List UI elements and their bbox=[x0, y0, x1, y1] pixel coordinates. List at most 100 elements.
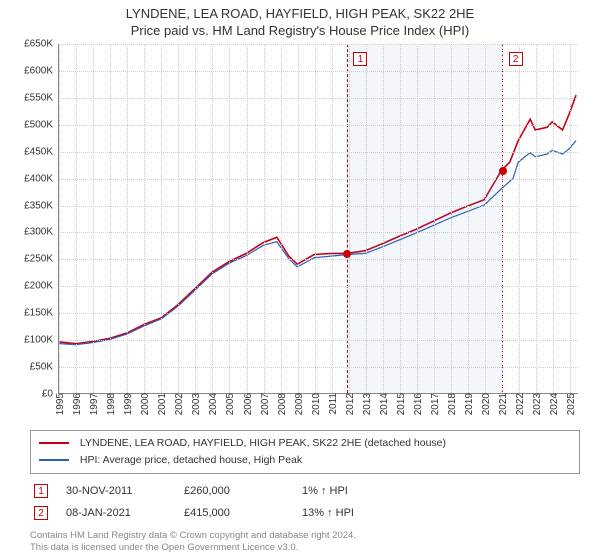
grid-line-v bbox=[570, 44, 571, 393]
x-tick-label: 1997 bbox=[89, 393, 100, 415]
sale-delta-2: 13% ↑ HPI bbox=[302, 507, 402, 519]
legend-swatch-subject bbox=[39, 442, 69, 444]
x-tick-label: 1996 bbox=[72, 393, 83, 415]
y-tick-label: £400K bbox=[24, 173, 53, 184]
y-tick-label: £0 bbox=[42, 389, 53, 400]
grid-line-v bbox=[519, 44, 520, 393]
grid-line-v bbox=[349, 44, 350, 393]
sale-price-1: £260,000 bbox=[184, 485, 284, 497]
x-tick-label: 2001 bbox=[157, 393, 168, 415]
x-tick-label: 2014 bbox=[379, 393, 390, 415]
grid-line-h bbox=[59, 286, 578, 287]
grid-line-v bbox=[178, 44, 179, 393]
x-tick-label: 2006 bbox=[243, 393, 254, 415]
y-tick-label: £650K bbox=[24, 39, 53, 50]
grid-line-v bbox=[93, 44, 94, 393]
x-tick-label: 2005 bbox=[225, 393, 236, 415]
grid-line-h bbox=[59, 367, 578, 368]
x-tick-label: 2015 bbox=[396, 393, 407, 415]
chart-container: LYNDENE, LEA ROAD, HAYFIELD, HIGH PEAK, … bbox=[0, 0, 600, 560]
y-tick-label: £450K bbox=[24, 146, 53, 157]
sale-price-2: £415,000 bbox=[184, 507, 284, 519]
legend-label-subject: LYNDENE, LEA ROAD, HAYFIELD, HIGH PEAK, … bbox=[80, 437, 446, 449]
legend-swatch-hpi bbox=[39, 459, 69, 461]
x-tick-label: 2011 bbox=[328, 393, 339, 415]
legend-series-box: LYNDENE, LEA ROAD, HAYFIELD, HIGH PEAK, … bbox=[30, 430, 580, 474]
x-tick-label: 2003 bbox=[191, 393, 202, 415]
title-sub: Price paid vs. HM Land Registry's House … bbox=[0, 23, 600, 40]
sale-row-1: 1 30-NOV-2011 £260,000 1% ↑ HPI bbox=[30, 480, 580, 502]
x-tick-label: 2017 bbox=[430, 393, 441, 415]
grid-line-v bbox=[536, 44, 537, 393]
grid-line-h bbox=[59, 179, 578, 180]
sale-date-1: 30-NOV-2011 bbox=[66, 485, 166, 497]
x-tick-label: 2000 bbox=[140, 393, 151, 415]
grid-line-v bbox=[315, 44, 316, 393]
y-tick-label: £250K bbox=[24, 254, 53, 265]
x-tick-label: 2004 bbox=[208, 393, 219, 415]
credits-line-2: This data is licensed under the Open Gov… bbox=[30, 542, 580, 554]
grid-line-h bbox=[59, 125, 578, 126]
y-tick-label: £100K bbox=[24, 335, 53, 346]
grid-line-v bbox=[417, 44, 418, 393]
legend-and-footer: LYNDENE, LEA ROAD, HAYFIELD, HIGH PEAK, … bbox=[30, 430, 580, 554]
grid-line-v bbox=[502, 44, 503, 393]
x-tick-label: 2022 bbox=[515, 393, 526, 415]
grid-line-h bbox=[59, 152, 578, 153]
x-tick-label: 2016 bbox=[413, 393, 424, 415]
y-tick-label: £500K bbox=[24, 119, 53, 130]
sale-row-2: 2 08-JAN-2021 £415,000 13% ↑ HPI bbox=[30, 502, 580, 524]
marker-box-1: 1 bbox=[353, 52, 367, 66]
sale-date-2: 08-JAN-2021 bbox=[66, 507, 166, 519]
grid-line-v bbox=[400, 44, 401, 393]
legend-row-subject: LYNDENE, LEA ROAD, HAYFIELD, HIGH PEAK, … bbox=[39, 435, 571, 452]
grid-line-h bbox=[59, 259, 578, 260]
sale-marker-2: 2 bbox=[34, 506, 48, 520]
y-tick-label: £50K bbox=[30, 362, 53, 373]
grid-line-h bbox=[59, 206, 578, 207]
x-tick-label: 2024 bbox=[549, 393, 560, 415]
y-tick-label: £600K bbox=[24, 65, 53, 76]
grid-line-v bbox=[383, 44, 384, 393]
grid-line-h bbox=[59, 98, 578, 99]
y-tick-label: £350K bbox=[24, 200, 53, 211]
title-main: LYNDENE, LEA ROAD, HAYFIELD, HIGH PEAK, … bbox=[0, 6, 600, 23]
y-tick-label: £200K bbox=[24, 281, 53, 292]
grid-line-h bbox=[59, 232, 578, 233]
y-tick-label: £150K bbox=[24, 308, 53, 319]
grid-line-h bbox=[59, 71, 578, 72]
grid-line-h bbox=[59, 313, 578, 314]
x-tick-label: 1995 bbox=[55, 393, 66, 415]
x-tick-label: 2012 bbox=[345, 393, 356, 415]
grid-line-v bbox=[195, 44, 196, 393]
grid-line-v bbox=[127, 44, 128, 393]
x-tick-label: 2009 bbox=[294, 393, 305, 415]
sale-marker-1: 1 bbox=[34, 484, 48, 498]
sale-dot-1 bbox=[343, 250, 351, 258]
grid-line-v bbox=[161, 44, 162, 393]
sale-dot-2 bbox=[499, 167, 507, 175]
credits-line-1: Contains HM Land Registry data © Crown c… bbox=[30, 530, 580, 542]
x-tick-label: 2002 bbox=[174, 393, 185, 415]
legend-label-hpi: HPI: Average price, detached house, High… bbox=[80, 454, 302, 466]
grid-line-v bbox=[76, 44, 77, 393]
grid-line-h bbox=[59, 340, 578, 341]
grid-line-v bbox=[332, 44, 333, 393]
legend-row-hpi: HPI: Average price, detached house, High… bbox=[39, 452, 571, 469]
grid-line-v bbox=[229, 44, 230, 393]
marker-box-2: 2 bbox=[509, 52, 523, 66]
title-block: LYNDENE, LEA ROAD, HAYFIELD, HIGH PEAK, … bbox=[0, 0, 600, 40]
grid-line-v bbox=[468, 44, 469, 393]
x-tick-label: 2025 bbox=[566, 393, 577, 415]
grid-line-v bbox=[485, 44, 486, 393]
grid-line-h bbox=[59, 44, 578, 45]
plot-area: £0£50K£100K£150K£200K£250K£300K£350K£400… bbox=[58, 44, 578, 394]
x-tick-label: 1998 bbox=[106, 393, 117, 415]
grid-line-v bbox=[264, 44, 265, 393]
sale-delta-1: 1% ↑ HPI bbox=[302, 485, 402, 497]
grid-line-v bbox=[451, 44, 452, 393]
grid-line-v bbox=[366, 44, 367, 393]
grid-line-v bbox=[59, 44, 60, 393]
grid-line-v bbox=[434, 44, 435, 393]
x-tick-label: 2018 bbox=[447, 393, 458, 415]
